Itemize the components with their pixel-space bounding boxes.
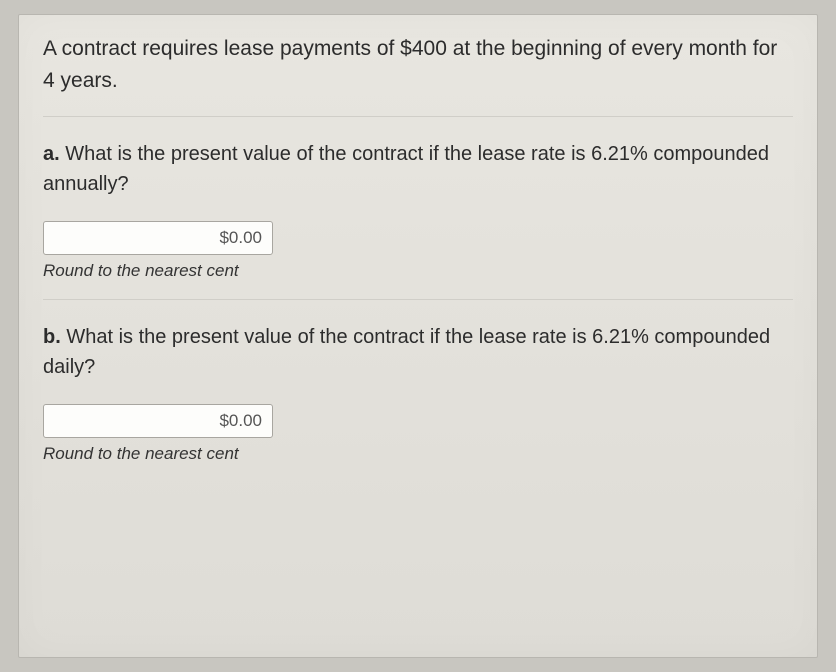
- part-b-hint: Round to the nearest cent: [43, 444, 793, 464]
- part-b-section: b. What is the present value of the cont…: [43, 322, 793, 464]
- divider: [43, 116, 793, 117]
- part-b-input-row: [43, 404, 793, 438]
- problem-prompt: A contract requires lease payments of $4…: [43, 33, 793, 96]
- question-card: A contract requires lease payments of $4…: [18, 14, 818, 658]
- part-a-hint: Round to the nearest cent: [43, 261, 793, 281]
- part-a-question: a. What is the present value of the cont…: [43, 139, 793, 199]
- part-b-text: What is the present value of the contrac…: [43, 326, 770, 378]
- part-a-text: What is the present value of the contrac…: [43, 143, 769, 195]
- part-a-input-row: [43, 221, 793, 255]
- part-b-answer-input[interactable]: [43, 404, 273, 438]
- part-b-question: b. What is the present value of the cont…: [43, 322, 793, 382]
- divider: [43, 299, 793, 300]
- part-a-section: a. What is the present value of the cont…: [43, 139, 793, 281]
- part-a-label: a.: [43, 143, 60, 165]
- part-b-label: b.: [43, 326, 61, 348]
- part-a-answer-input[interactable]: [43, 221, 273, 255]
